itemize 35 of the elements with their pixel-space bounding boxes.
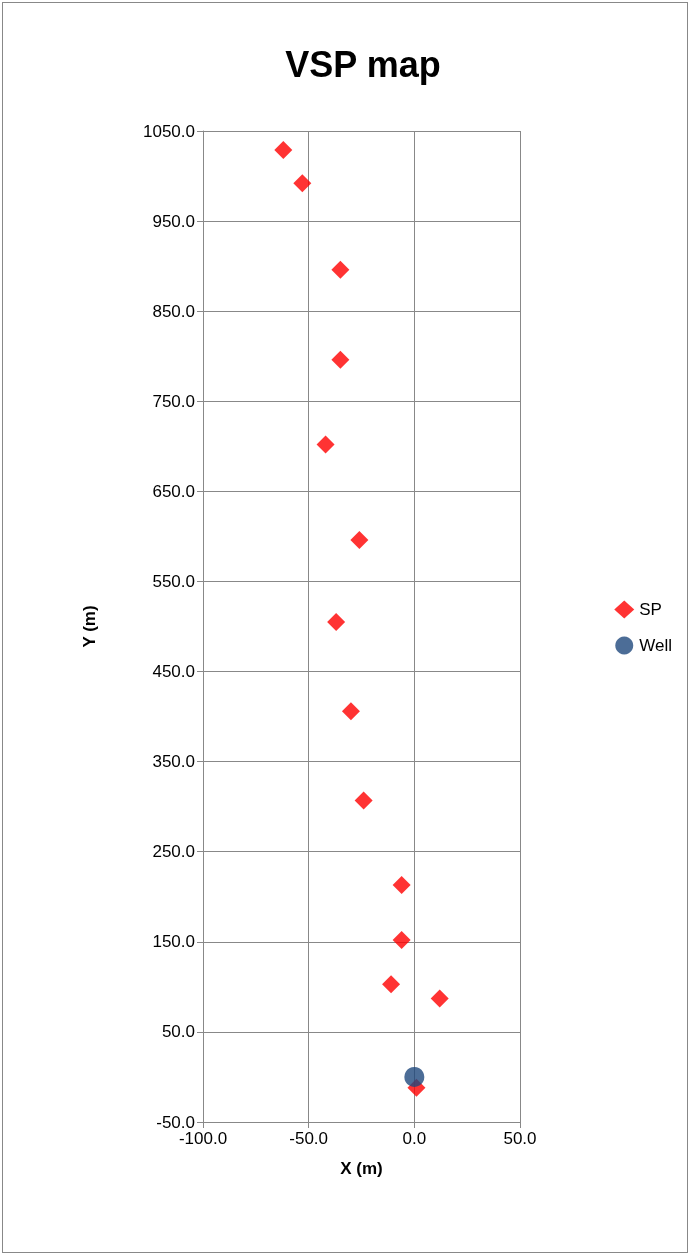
point [392,876,411,895]
point [354,791,373,810]
y-tick-label: 150.0 [152,932,195,952]
y-tick-label: 550.0 [152,571,195,591]
x-tick-label: -100.0 [178,1129,228,1148]
y-tick-label: 750.0 [152,391,195,411]
point [331,350,350,369]
x-axis-title: X (m) [340,1159,383,1178]
point [341,702,360,721]
legend-label: SP [639,600,662,619]
x-tick-label: 0.0 [402,1129,427,1148]
point [430,989,449,1008]
y-tick-label: 250.0 [152,842,195,862]
x-tick-label: 50.0 [503,1129,537,1148]
y-tick-label: 1050.0 [143,121,195,141]
point [331,260,350,279]
point [392,931,411,950]
legend-label: Well [639,636,672,655]
point [274,140,293,159]
y-axis-title: Y (m) [80,605,99,648]
point [350,531,369,550]
y-tick-label: 850.0 [152,301,195,321]
y-tick-label: 50.0 [161,1022,195,1042]
y-tick-label: 650.0 [152,481,195,501]
point [293,174,312,193]
point [404,1066,425,1087]
y-tick-label: 450.0 [152,662,195,682]
x-tick-label: -50.0 [289,1129,329,1148]
y-tick-label: -50.0 [156,1112,195,1132]
y-tick-label: 950.0 [152,211,195,231]
chart-title: VSP map [285,43,441,85]
point [327,613,346,631]
y-tick-label: 350.0 [152,752,195,772]
point [382,975,401,994]
point [316,435,335,454]
